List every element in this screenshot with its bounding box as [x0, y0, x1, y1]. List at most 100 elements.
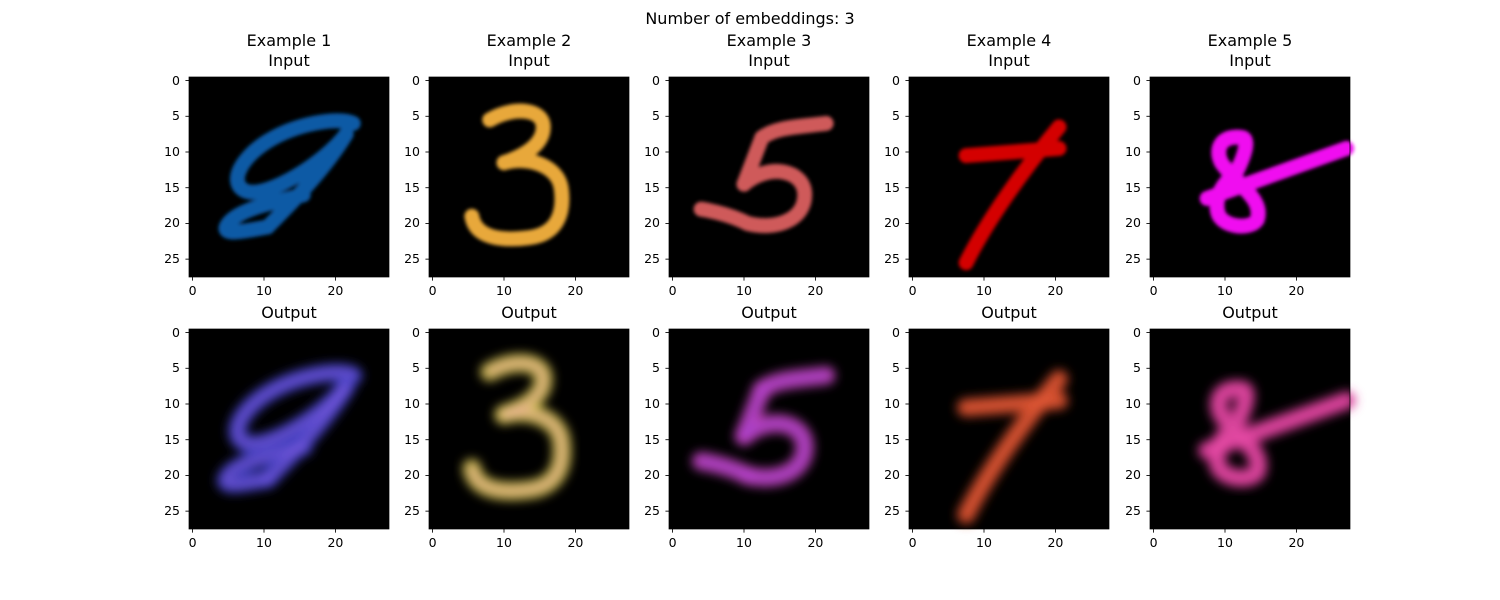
y-tick-label: 15: [404, 431, 420, 447]
y-tick-label: 5: [892, 108, 900, 124]
y-tick-label: 5: [412, 108, 420, 124]
y-tick-label: 0: [892, 72, 900, 88]
y-tick-label: 15: [884, 179, 900, 195]
y-tick-label: 5: [652, 360, 660, 376]
input-digit-image: [425, 76, 630, 281]
x-tick-label: 20: [1047, 283, 1064, 298]
y-tick-label: 25: [644, 503, 660, 519]
x-tick-label: 10: [1217, 283, 1233, 298]
input-panel-3: Example 3 Input 0 5 10 15 20 25 0 10 20: [644, 31, 870, 298]
output-digit-image: [425, 328, 630, 533]
y-tick-label: 10: [164, 144, 180, 159]
y-tick-label: 5: [1133, 360, 1141, 376]
x-tick-label: 0: [908, 535, 917, 550]
y-tick-label: 25: [1125, 503, 1141, 519]
y-tick-label: 0: [412, 324, 420, 340]
digit-strokes: [956, 369, 1069, 525]
output-panel-4: Output 0 5 10 15 20 25 0 10 20: [884, 303, 1110, 550]
input-panel-1: Example 1 Input 0 5 10 15 20 25 0 10 20: [164, 31, 390, 298]
input-title: Input: [508, 51, 550, 70]
y-tick-label: 25: [404, 503, 420, 519]
x-tick-label: 0: [908, 283, 917, 298]
input-panel-5: Example 5 Input 0 5 10 15 20 25 0 10 20: [1125, 31, 1354, 298]
y-tick-label: 20: [644, 467, 660, 483]
y-tick-label: 0: [652, 324, 660, 340]
x-tick-label: 0: [668, 283, 677, 298]
y-tick-label: 20: [644, 215, 660, 231]
digit-strokes: [218, 113, 361, 240]
x-tick-label: 10: [496, 535, 512, 550]
x-tick-label: 20: [567, 283, 584, 298]
x-tick-label: 20: [327, 535, 344, 550]
y-tick-label: 25: [404, 251, 420, 267]
output-panel-5: Output 0 5 10 15 20 25 0 10 20: [1125, 303, 1356, 550]
y-tick-label: 25: [164, 251, 180, 267]
example-title: Example 3: [726, 31, 812, 50]
output-title: Output: [741, 303, 797, 322]
y-tick-label: 15: [644, 431, 660, 447]
digit-strokes: [462, 353, 572, 501]
y-tick-label: 20: [404, 467, 420, 483]
input-panel-4: Example 4 Input 0 5 10 15 20 25 0 10 20: [884, 31, 1110, 298]
x-tick-label: 10: [496, 283, 512, 298]
y-tick-label: 0: [1133, 324, 1141, 340]
digit-strokes: [216, 363, 363, 494]
output-panel-3: Output 0 5 10 15 20 25 0 10 20: [644, 303, 870, 550]
example-title: Example 1: [246, 31, 332, 50]
example-title: Example 5: [1207, 31, 1293, 50]
y-tick-label: 10: [884, 396, 900, 411]
example-title: Example 4: [966, 31, 1052, 50]
y-tick-label: 25: [164, 503, 180, 519]
output-digit-image: [665, 328, 870, 533]
x-tick-label: 20: [807, 535, 824, 550]
y-tick-label: 20: [1125, 215, 1141, 231]
output-title: Output: [501, 303, 557, 322]
x-tick-label: 20: [807, 283, 824, 298]
y-tick-label: 25: [884, 503, 900, 519]
y-tick-label: 0: [652, 72, 660, 88]
input-title: Input: [748, 51, 790, 70]
y-tick-label: 10: [404, 144, 420, 159]
y-tick-label: 20: [884, 215, 900, 231]
x-tick-label: 0: [1149, 535, 1158, 550]
y-tick-label: 0: [172, 72, 180, 88]
output-title: Output: [981, 303, 1037, 322]
y-tick-label: 5: [412, 360, 420, 376]
y-tick-label: 5: [892, 360, 900, 376]
x-tick-label: 10: [976, 283, 992, 298]
y-tick-label: 5: [652, 108, 660, 124]
x-tick-label: 0: [1149, 283, 1158, 298]
y-tick-label: 5: [172, 108, 180, 124]
x-tick-label: 0: [428, 535, 437, 550]
x-tick-label: 0: [668, 535, 677, 550]
x-tick-label: 20: [1047, 535, 1064, 550]
y-tick-label: 15: [164, 179, 180, 195]
digit-strokes: [1199, 129, 1354, 234]
digit-strokes: [691, 366, 836, 487]
y-tick-label: 0: [412, 72, 420, 88]
digit-strokes: [464, 103, 570, 247]
y-tick-label: 10: [164, 396, 180, 411]
output-digit-image: [905, 328, 1110, 533]
x-tick-label: 10: [976, 535, 992, 550]
x-tick-label: 0: [428, 283, 437, 298]
y-tick-label: 10: [644, 144, 660, 159]
example-title: Example 2: [486, 31, 572, 50]
y-tick-label: 15: [404, 179, 420, 195]
y-tick-label: 15: [1125, 179, 1141, 195]
y-tick-label: 5: [1133, 108, 1141, 124]
digit-strokes: [1197, 379, 1356, 488]
x-tick-label: 10: [1217, 535, 1233, 550]
x-tick-label: 0: [188, 283, 197, 298]
y-tick-label: 10: [644, 396, 660, 411]
y-tick-label: 15: [884, 431, 900, 447]
x-tick-label: 10: [256, 535, 272, 550]
y-tick-label: 0: [1133, 72, 1141, 88]
x-tick-label: 10: [736, 535, 752, 550]
input-digit-image: [905, 76, 1110, 281]
output-digit-image: [185, 328, 390, 533]
output-panel-2: Output 0 5 10 15 20 25 0 10 20: [404, 303, 630, 550]
x-tick-label: 20: [1288, 283, 1305, 298]
output-panel-1: Output 0 5 10 15 20 25 0 10 20: [164, 303, 390, 550]
y-tick-label: 15: [164, 431, 180, 447]
